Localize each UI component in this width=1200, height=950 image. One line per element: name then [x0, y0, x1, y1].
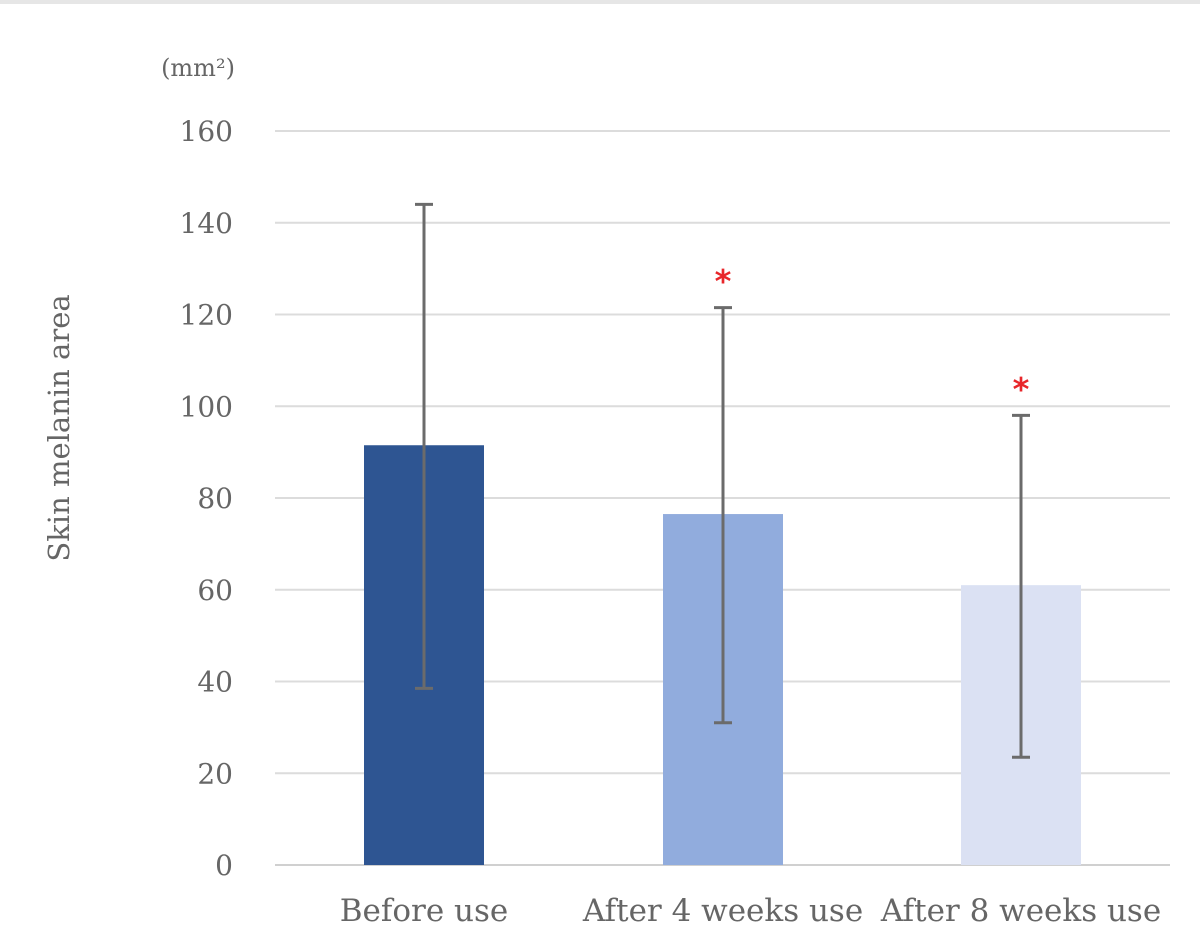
significance-marker: *: [1013, 370, 1030, 408]
y-tick-label: 160: [180, 115, 233, 148]
error-bar: [415, 202, 433, 690]
y-axis-title: Skin melanin area: [42, 294, 76, 561]
y-tick-label: 40: [197, 666, 233, 699]
y-tick-label: 140: [180, 207, 233, 240]
significance-marker: *: [715, 263, 732, 301]
x-category-label: Before use: [340, 893, 509, 929]
y-tick-label: 100: [180, 390, 233, 423]
labels: 0 20 40 60 80 100 120 140 160 Before use After 4 w…: [180, 115, 1162, 929]
y-tick-label: 80: [197, 482, 233, 515]
y-tick-label: 120: [180, 299, 233, 332]
y-tick-label: 60: [197, 574, 233, 607]
x-category-label: After 8 weeks use: [880, 893, 1161, 929]
top-border-strip: [0, 0, 1200, 4]
y-tick-label: 20: [197, 757, 233, 790]
y-unit-label: (mm²): [161, 54, 235, 82]
y-tick-label: 0: [215, 849, 233, 882]
error-bar: [714, 306, 732, 725]
x-category-label: After 4 weeks use: [582, 893, 863, 929]
error-bar: [1012, 413, 1030, 759]
error-bars: [415, 202, 1030, 759]
